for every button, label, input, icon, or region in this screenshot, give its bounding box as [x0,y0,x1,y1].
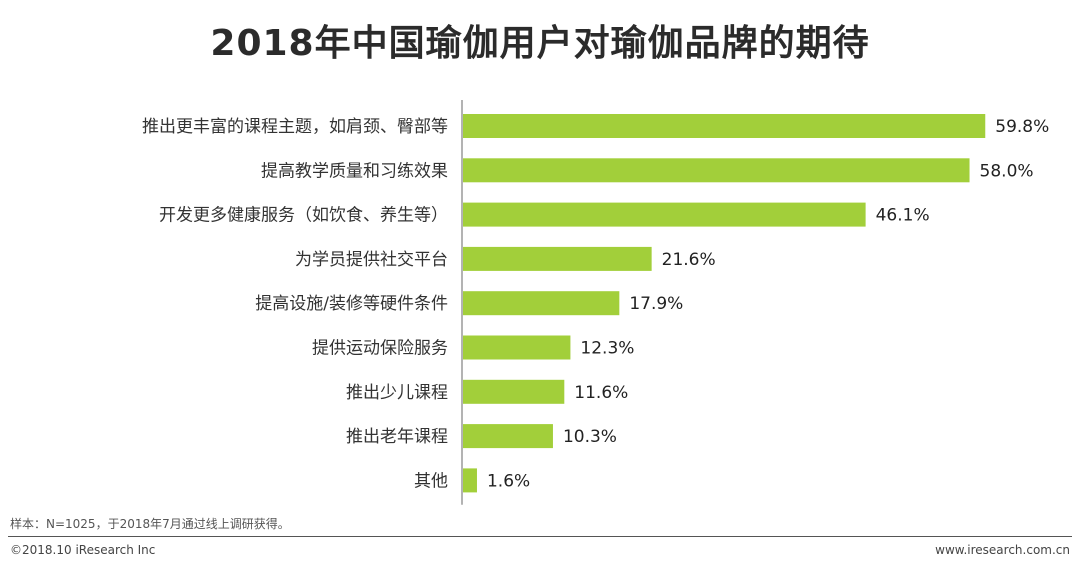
category-label: 提高教学质量和习练效果 [261,161,448,181]
category-label: 提高设施/装修等硬件条件 [255,294,448,314]
value-label: 11.6% [574,383,628,403]
category-label: 推出少儿课程 [346,383,448,403]
value-label: 10.3% [563,427,617,447]
copyright-text: ©2018.10 iResearch Inc [10,543,156,557]
bar [463,335,571,360]
category-label: 开发更多健康服务（如饮食、养生等） [159,206,448,226]
category-label: 推出老年课程 [346,427,448,447]
website-text: www.iresearch.com.cn [935,543,1070,557]
value-label: 1.6% [487,471,530,491]
value-label: 17.9% [629,294,683,314]
bar [463,379,565,404]
value-label: 46.1% [876,206,930,226]
bar [463,424,553,449]
bar [463,246,652,271]
category-label: 为学员提供社交平台 [295,250,448,270]
bar-chart: 推出更丰富的课程主题，如肩颈、臀部等 59.8% 提高教学质量和习练效果 58.0% 开… [142,100,1049,505]
bar [463,291,620,316]
value-label: 12.3% [580,339,634,359]
bar [463,114,986,138]
bar [463,158,970,183]
footer-divider [8,536,1072,537]
value-label: 58.0% [980,161,1034,181]
category-label: 其他 [414,471,448,491]
category-label: 提供运动保险服务 [312,339,448,359]
bar [463,202,866,227]
bar [463,468,477,493]
category-label: 推出更丰富的课程主题，如肩颈、臀部等 [142,117,448,137]
chart-title: 2018年中国瑜伽用户对瑜伽品牌的期待 [210,23,870,64]
value-label: 59.8% [995,117,1049,137]
value-label: 21.6% [662,250,716,270]
sample-footnote: 样本：N=1025，于2018年7月通过线上调研获得。 [10,517,290,531]
